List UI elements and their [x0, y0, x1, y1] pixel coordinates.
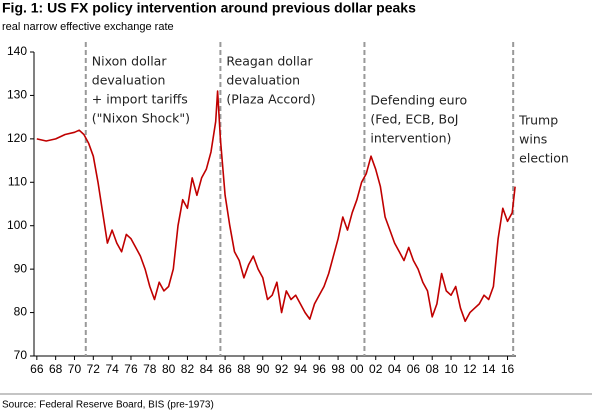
annotation-text: Trump — [518, 113, 558, 128]
x-tick-label: 66 — [30, 362, 44, 376]
chart-title: Fig. 1: US FX policy intervention around… — [2, 0, 416, 16]
y-tick-label: 130 — [7, 88, 27, 102]
data-line — [36, 90, 516, 323]
annotation-text: ("Nixon Shock") — [92, 111, 190, 126]
annotation-text: Defending euro — [370, 93, 467, 108]
annotation-text: wins — [519, 132, 547, 147]
y-tick-label: 110 — [8, 174, 27, 188]
annotation-text: Nixon dollar — [92, 54, 168, 69]
y-tick-label: 80 — [14, 305, 28, 319]
x-tick-label: 14 — [482, 362, 496, 376]
x-tick-label: 04 — [388, 362, 402, 376]
annotation-text: devaluation — [226, 73, 300, 88]
x-tick-label: 12 — [463, 362, 477, 376]
annotation-text: devaluation — [92, 73, 166, 88]
x-tick-label: 68 — [49, 362, 63, 376]
x-tick-label: 82 — [181, 362, 195, 376]
y-tick-label: 90 — [14, 261, 28, 275]
x-tick-label: 76 — [124, 362, 138, 376]
x-tick-label: 80 — [162, 362, 176, 376]
x-tick-label: 94 — [294, 362, 308, 376]
y-tick-label: 120 — [7, 131, 27, 145]
x-tick-label: 72 — [87, 362, 101, 376]
y-tick-label: 70 — [14, 348, 28, 362]
chart-subtitle: real narrow effective exchange rate — [2, 21, 174, 33]
annotation-text: Reagan dollar — [226, 54, 313, 69]
x-tick-label: 00 — [350, 362, 364, 376]
annotation-text: + import tariffs — [92, 92, 188, 107]
x-tick-label: 06 — [407, 362, 421, 376]
x-tick-label: 74 — [105, 362, 119, 376]
annotation-text: (Fed, ECB, BoJ — [370, 112, 458, 127]
x-tick-label: 84 — [200, 362, 214, 376]
source: Source: Federal Reserve Board, BIS (pre-… — [2, 400, 214, 411]
x-tick-label: 92 — [275, 362, 289, 376]
x-tick-label: 08 — [426, 362, 440, 376]
annotation-text: election — [519, 151, 569, 166]
x-tick-label: 78 — [143, 362, 157, 376]
y-tick-label: 100 — [7, 218, 27, 232]
x-tick-label: 98 — [331, 362, 345, 376]
x-tick-label: 96 — [313, 362, 327, 376]
x-tick-label: 10 — [444, 362, 458, 376]
x-tick-label: 90 — [256, 362, 270, 376]
x-tick-label: 86 — [218, 362, 232, 376]
x-tick-label: 88 — [237, 362, 251, 376]
annotation-text: intervention) — [370, 131, 451, 146]
x-tick-label: 70 — [68, 362, 82, 376]
x-tick-label: 02 — [369, 362, 383, 376]
x-tick-label: 16 — [501, 362, 515, 376]
annotation-text: (Plaza Accord) — [226, 92, 315, 107]
y-tick-label: 140 — [7, 44, 27, 58]
